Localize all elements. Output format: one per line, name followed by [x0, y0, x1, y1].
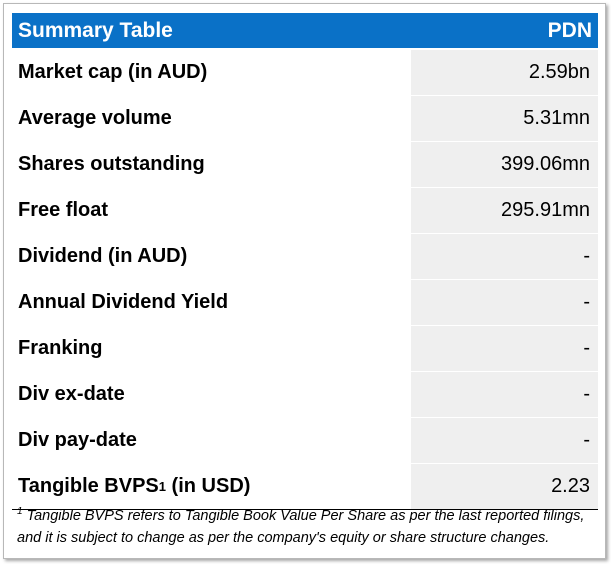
table-row: Dividend (in AUD) -	[12, 234, 598, 280]
row-label: Div ex-date	[12, 372, 410, 417]
table-row: Franking -	[12, 326, 598, 372]
row-label: Div pay-date	[12, 418, 410, 463]
table-row: Annual Dividend Yield -	[12, 280, 598, 326]
row-label: Shares outstanding	[12, 142, 410, 187]
table-header: Summary Table PDN	[12, 13, 598, 48]
row-value: 2.23	[410, 464, 598, 509]
row-label: Franking	[12, 326, 410, 371]
row-label: Annual Dividend Yield	[12, 280, 410, 325]
row-value: -	[410, 372, 598, 417]
row-label: Free float	[12, 188, 410, 233]
footnote: 1 Tangible BVPS refers to Tangible Book …	[17, 505, 602, 549]
row-value: -	[410, 418, 598, 463]
footnote-marker: 1	[17, 506, 23, 518]
row-label: Market cap (in AUD)	[12, 50, 410, 95]
table-row: Div ex-date -	[12, 372, 598, 418]
row-value: -	[410, 326, 598, 371]
row-label: Dividend (in AUD)	[12, 234, 410, 279]
ticker-label: PDN	[547, 18, 592, 42]
table-row: Shares outstanding 399.06mn	[12, 142, 598, 188]
table-row: Market cap (in AUD) 2.59bn	[12, 50, 598, 96]
table-row: Div pay-date -	[12, 418, 598, 464]
table-row: Free float 295.91mn	[12, 188, 598, 234]
table-row: Average volume 5.31mn	[12, 96, 598, 142]
footnote-line: and it is subject to change as per the c…	[17, 530, 550, 546]
table-title: Summary Table	[18, 18, 173, 42]
row-value: 399.06mn	[410, 142, 598, 187]
row-value: 2.59bn	[410, 50, 598, 95]
row-value: 295.91mn	[410, 188, 598, 233]
row-value: -	[410, 280, 598, 325]
row-label-suffix: (in USD)	[166, 475, 251, 497]
table-row: Tangible BVPS 1 (in USD) 2.23	[12, 464, 598, 510]
summary-table: Market cap (in AUD) 2.59bn Average volum…	[12, 50, 598, 510]
row-value: -	[410, 234, 598, 279]
footnote-line: 1 Tangible BVPS refers to Tangible Book …	[17, 505, 602, 527]
row-label: Tangible BVPS 1 (in USD)	[12, 464, 410, 509]
row-label: Average volume	[12, 96, 410, 141]
row-label-text: Tangible BVPS	[18, 475, 159, 497]
row-value: 5.31mn	[410, 96, 598, 141]
footnote-text: Tangible BVPS refers to Tangible Book Va…	[22, 508, 585, 524]
